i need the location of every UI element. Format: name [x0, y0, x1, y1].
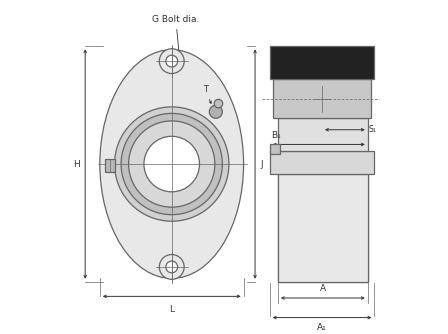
Circle shape	[144, 136, 199, 192]
Circle shape	[159, 49, 184, 73]
Circle shape	[121, 114, 222, 215]
Bar	[270, 144, 280, 154]
Bar	[278, 118, 368, 151]
Circle shape	[214, 99, 223, 108]
Text: T: T	[203, 85, 211, 104]
Circle shape	[159, 255, 184, 279]
Bar	[278, 174, 368, 282]
Text: J: J	[261, 160, 263, 169]
Text: A₁: A₁	[317, 323, 327, 332]
Ellipse shape	[100, 50, 244, 278]
Text: A: A	[320, 284, 326, 293]
Bar	[270, 46, 374, 79]
Circle shape	[209, 105, 222, 118]
Bar	[270, 151, 374, 174]
Text: H: H	[73, 160, 80, 169]
Circle shape	[115, 107, 229, 221]
Circle shape	[129, 121, 215, 207]
Circle shape	[166, 55, 177, 67]
Bar	[273, 79, 371, 118]
Text: L: L	[169, 305, 174, 314]
Text: G Bolt dia.: G Bolt dia.	[152, 15, 199, 64]
Bar	[278, 151, 368, 282]
Bar	[105, 159, 115, 172]
Text: B₁: B₁	[271, 131, 281, 140]
Text: S₁: S₁	[369, 125, 376, 134]
Circle shape	[166, 261, 177, 273]
